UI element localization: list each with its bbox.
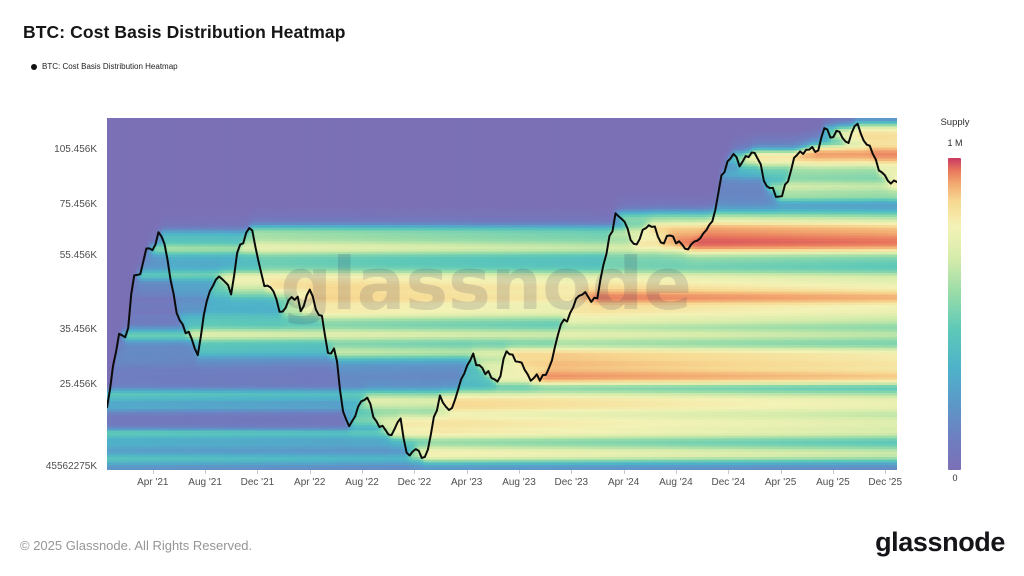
- copyright-text: © 2025 Glassnode. All Rights Reserved.: [20, 538, 253, 553]
- legend-marker-icon: [31, 63, 37, 70]
- x-tick-label: Apr '24: [607, 477, 640, 488]
- x-tick-label: Dec '22: [397, 477, 432, 488]
- colorbar-max-label: 1 M: [947, 138, 963, 148]
- x-tick-label: Apr '21: [137, 477, 169, 488]
- y-tick-label: 25.456K: [59, 378, 97, 390]
- x-tick-label: Dec '25: [868, 477, 903, 488]
- x-tick-label: Dec '24: [711, 477, 746, 488]
- heatmap-canvas[interactable]: [107, 118, 897, 470]
- x-tick-mark: [780, 470, 782, 474]
- legend-item-cbd[interactable]: BTC: Cost Basis Distribution Heatmap: [31, 62, 178, 71]
- x-tick-mark: [728, 470, 730, 474]
- x-tick-mark: [309, 470, 311, 474]
- x-tick-mark: [205, 470, 207, 474]
- x-tick-mark: [519, 470, 520, 474]
- x-tick-mark: [257, 470, 259, 474]
- colorbar-min-label: 0: [952, 473, 958, 483]
- x-tick-label: Apr '22: [294, 477, 326, 488]
- y-tick-label: 45562275K: [45, 461, 97, 473]
- x-tick-mark: [466, 470, 468, 474]
- glassnode-wordmark: glassnode: [875, 527, 1005, 557]
- y-tick-label: 105.456K: [54, 144, 97, 155]
- y-tick-label: 75.456K: [59, 199, 97, 211]
- x-tick-label: Aug '25: [816, 477, 850, 488]
- y-tick-label: 55.456K: [59, 250, 97, 262]
- heatmap-plot-area[interactable]: [107, 118, 897, 470]
- x-tick-mark: [362, 470, 364, 474]
- x-tick-label: Aug '23: [502, 477, 536, 488]
- page-title: BTC: Cost Basis Distribution Heatmap: [23, 22, 346, 42]
- x-tick-label: Aug '24: [659, 477, 693, 488]
- x-tick-mark: [152, 470, 154, 474]
- x-tick-mark: [675, 470, 677, 474]
- x-tick-mark: [832, 470, 834, 474]
- x-tick-label: Dec '21: [240, 477, 275, 488]
- x-tick-mark: [623, 470, 625, 474]
- x-tick-label: Dec '23: [554, 477, 589, 488]
- colorbar-title: Supply: [940, 117, 970, 128]
- y-tick-label: 35.456K: [59, 324, 97, 336]
- x-tick-label: Aug '21: [188, 477, 222, 488]
- x-tick-mark: [414, 470, 416, 474]
- legend-label: BTC: Cost Basis Distribution Heatmap: [42, 62, 178, 71]
- x-tick-label: Apr '23: [450, 477, 483, 488]
- x-tick-label: Apr '25: [764, 477, 797, 488]
- x-tick-mark: [885, 470, 887, 474]
- x-tick-mark: [571, 470, 573, 474]
- colorbar-gradient: [948, 158, 961, 470]
- x-tick-label: Aug '22: [345, 477, 379, 488]
